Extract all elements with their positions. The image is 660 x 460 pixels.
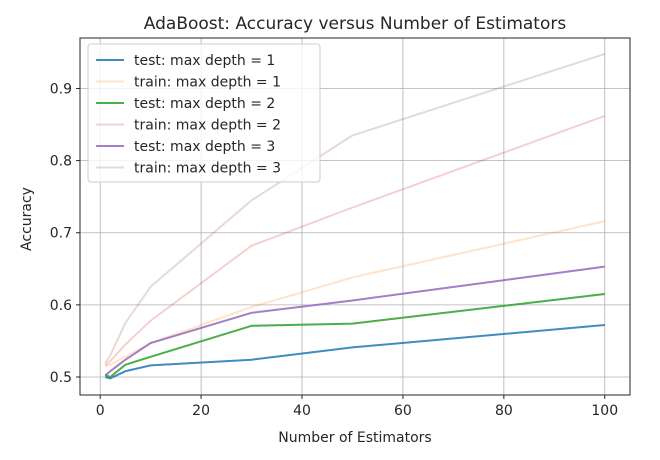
legend-label: test: max depth = 2	[134, 96, 275, 112]
y-tick-label: 0.9	[50, 81, 72, 97]
series-line	[104, 52, 606, 364]
y-tick-label: 0.6	[50, 298, 72, 314]
series-line	[104, 293, 605, 378]
legend-box	[87, 43, 321, 183]
series-line	[104, 220, 606, 368]
legend-label: test: max depth = 1	[134, 53, 275, 69]
plot-frame	[79, 37, 631, 396]
y-tick-label: 0.7	[50, 226, 72, 242]
series-line	[104, 324, 605, 380]
x-tick-label: 80	[495, 403, 513, 419]
y-tick-label: 0.5	[50, 370, 72, 386]
y-axis-label: Accuracy	[19, 187, 35, 251]
legend-label: test: max depth = 3	[134, 139, 275, 155]
legend-label: train: max depth = 2	[134, 118, 281, 134]
x-tick-label: 60	[394, 403, 412, 419]
series-lines	[104, 52, 606, 380]
chart-title: AdaBoost: Accuracy versus Number of Esti…	[144, 14, 567, 34]
axis-ticks: 0 20 40 60 80 100 0.5 0.6 0.7 0.8 0.9	[50, 81, 618, 419]
series-line	[104, 114, 606, 367]
x-tick-label: 0	[96, 403, 105, 419]
x-axis-label: Number of Estimators	[278, 430, 431, 446]
x-tick-label: 40	[293, 403, 311, 419]
legend-label: train: max depth = 3	[134, 161, 281, 177]
legend-label: train: max depth = 1	[134, 75, 281, 91]
x-tick-label: 20	[192, 403, 210, 419]
series-line	[104, 265, 605, 377]
legend: test: max depth = 1 train: max depth = 1 t…	[87, 43, 321, 183]
x-tick-label: 100	[591, 403, 618, 419]
y-tick-label: 0.8	[50, 154, 72, 170]
